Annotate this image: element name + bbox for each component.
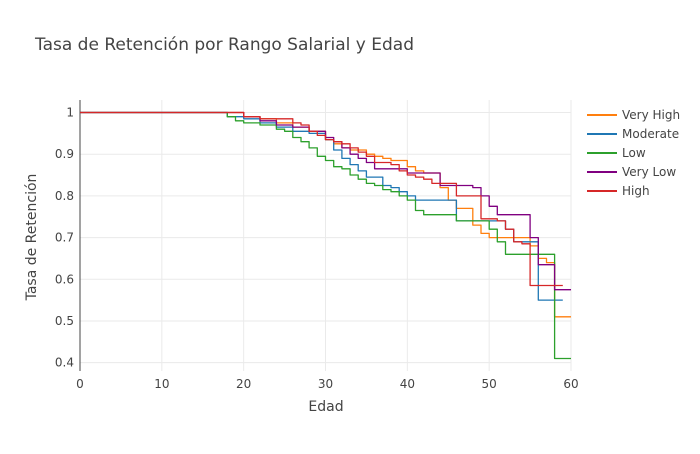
- x-tick-label: 10: [154, 377, 169, 391]
- axis-layer: 0.40.50.60.70.80.910 10 20 30 40 50 60: [55, 106, 579, 391]
- series-line-low[interactable]: [80, 111, 571, 360]
- legend-label: High: [622, 184, 650, 198]
- y-tick-label: 0.9: [55, 147, 74, 161]
- legend-label: Very Low: [622, 165, 676, 179]
- y-tick-label: 1: [66, 106, 74, 120]
- y-tick-label: 0.5: [55, 314, 74, 328]
- series-layer: [80, 111, 571, 360]
- legend-item-very-low[interactable]: Very Low: [587, 165, 676, 179]
- chart-title: Tasa de Retención por Rango Salarial y E…: [34, 35, 414, 55]
- legend-label: Moderate: [622, 127, 679, 141]
- x-tick-label: 50: [482, 377, 497, 391]
- x-tick-label: 40: [400, 377, 415, 391]
- x-tick-label: 60: [563, 377, 578, 391]
- series-line-high[interactable]: [80, 111, 563, 287]
- y-tick-label: 0.6: [55, 272, 74, 286]
- y-axis-title: Tasa de Retención: [24, 174, 40, 302]
- y-tick-label: 0.7: [55, 231, 74, 245]
- x-tick-label: 0: [76, 377, 84, 391]
- legend[interactable]: Very High Moderate Low Very Low High: [587, 108, 680, 198]
- series-line-very-low[interactable]: [80, 111, 571, 291]
- grid-layer: [79, 100, 572, 371]
- legend-label: Very High: [622, 108, 680, 122]
- x-axis-title: Edad: [308, 399, 343, 415]
- y-tick-label: 0.4: [55, 356, 74, 370]
- x-tick-label: 30: [318, 377, 333, 391]
- legend-item-very-high[interactable]: Very High: [587, 108, 680, 122]
- legend-item-high[interactable]: High: [587, 184, 650, 198]
- legend-label: Low: [622, 146, 646, 160]
- x-tick-label: 20: [236, 377, 251, 391]
- y-tick-label: 0.8: [55, 189, 74, 203]
- legend-item-moderate[interactable]: Moderate: [587, 127, 679, 141]
- legend-item-low[interactable]: Low: [587, 146, 646, 160]
